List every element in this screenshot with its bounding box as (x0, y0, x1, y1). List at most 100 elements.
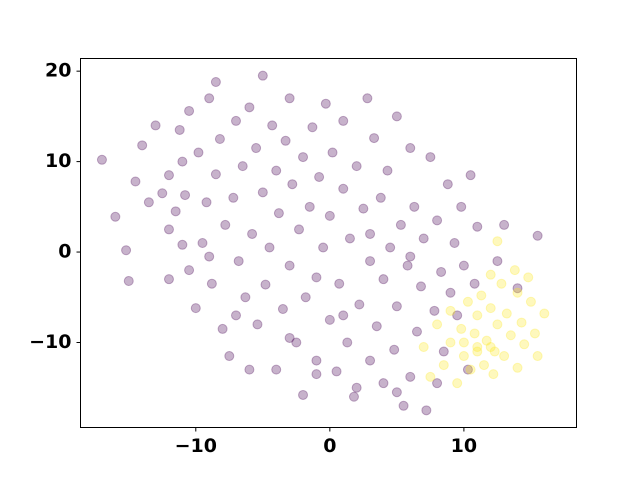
scatter-point (476, 290, 487, 301)
scatter-point (411, 326, 422, 337)
scatter-point (240, 292, 251, 303)
scatter-point (130, 176, 141, 187)
scatter-point (163, 170, 174, 181)
scatter-point (378, 274, 389, 285)
scatter-point (174, 124, 185, 135)
scatter-point (237, 161, 248, 172)
scatter-point (445, 305, 456, 316)
scatter-point (177, 156, 188, 167)
scatter-point (331, 366, 342, 377)
scatter-point (163, 224, 174, 235)
scatter-point (327, 147, 338, 158)
scatter-point (184, 105, 195, 116)
scatter-point (233, 256, 244, 267)
scatter-point (452, 378, 463, 389)
scatter-point (163, 274, 174, 285)
scatter-point (260, 279, 271, 290)
scatter-point (365, 228, 376, 239)
scatter-point (351, 382, 362, 393)
scatter-point (391, 301, 402, 312)
scatter-point (324, 314, 335, 325)
scatter-point (300, 292, 311, 303)
scatter-point (271, 165, 282, 176)
scatter-point (405, 143, 416, 154)
scatter-point (228, 192, 239, 203)
scatter-point (123, 275, 134, 286)
scatter-point (244, 364, 255, 375)
scatter-point (184, 265, 195, 276)
scatter-point (458, 260, 469, 271)
scatter-point (291, 337, 302, 348)
scatter-point (338, 115, 349, 126)
scatter-point (365, 355, 376, 366)
scatter-point (121, 245, 132, 256)
scatter-point (197, 238, 208, 248)
scatter-point (458, 351, 469, 362)
scatter-point (472, 221, 483, 232)
scatter-point (445, 287, 456, 298)
scatter-point (418, 233, 429, 244)
scatter-point (391, 387, 402, 398)
scatter-point (485, 342, 496, 353)
scatter-point (271, 364, 282, 375)
scatter-point (264, 242, 275, 253)
scatter-point (180, 190, 191, 201)
scatter-point (284, 93, 295, 104)
scatter-point (244, 102, 255, 113)
scatter-point (421, 405, 432, 416)
scatter-point (402, 260, 413, 271)
scatter-point (429, 305, 440, 316)
scatter-point (273, 208, 284, 219)
scatter-point (449, 238, 460, 248)
scatter-point (442, 179, 453, 190)
scatter-point (220, 219, 231, 230)
scatter-point (438, 360, 449, 371)
scatter-point (438, 346, 449, 357)
scatter-point (501, 308, 512, 319)
scatter-point (505, 330, 516, 341)
scatter-point (351, 161, 362, 172)
scatter-point (371, 321, 382, 332)
scatter-point (425, 152, 436, 163)
scatter-point (469, 328, 480, 339)
y-tick-label: 0 (58, 241, 71, 263)
scatter-point (492, 319, 503, 330)
scatter-point (206, 278, 217, 289)
scatter-point (512, 287, 523, 298)
scatter-point (137, 140, 148, 151)
scatter-point (231, 115, 242, 126)
scatter-point (354, 299, 365, 310)
scatter-point (143, 197, 154, 208)
scatter-point (294, 224, 305, 235)
scatter-point (405, 371, 416, 382)
scatter-point (472, 310, 483, 321)
scatter-point (362, 93, 373, 104)
scatter-point (456, 201, 467, 212)
scatter-point (485, 303, 496, 314)
scatter-point (499, 351, 510, 362)
scatter-point (496, 278, 507, 289)
scatter-point (525, 296, 536, 307)
scatter-point (201, 197, 212, 208)
scatter-point (532, 351, 543, 362)
scatter-point (358, 203, 369, 214)
scatter-point (398, 400, 409, 411)
x-tick-label: −10 (175, 435, 217, 457)
scatter-point (465, 364, 476, 375)
scatter-point (304, 201, 315, 212)
scatter-point (462, 364, 473, 375)
scatter-point (298, 389, 309, 400)
scatter-point (432, 378, 443, 389)
scatter-point (190, 303, 201, 314)
scatter-point (405, 251, 416, 262)
scatter-point (311, 272, 322, 283)
scatter-point (369, 133, 380, 144)
scatter-point (485, 269, 496, 280)
scatter-point (204, 93, 215, 104)
scatter-point (375, 192, 386, 203)
scatter-point (210, 77, 221, 88)
scatter-point (277, 304, 288, 315)
scatter-point (287, 179, 298, 190)
